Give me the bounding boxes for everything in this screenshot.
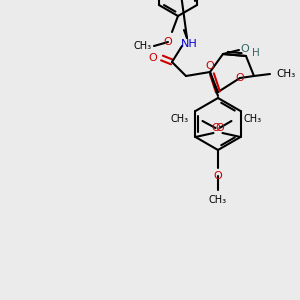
Text: CH₃: CH₃	[170, 114, 188, 124]
Text: O: O	[206, 61, 214, 71]
Text: O: O	[148, 53, 158, 63]
Text: H: H	[252, 48, 260, 58]
Text: O: O	[236, 73, 244, 83]
Text: O: O	[214, 171, 222, 181]
Text: CH₃: CH₃	[209, 195, 227, 205]
Text: NH: NH	[181, 39, 197, 49]
Text: O: O	[164, 37, 172, 47]
Text: O: O	[215, 123, 224, 133]
Text: CH₃: CH₃	[244, 114, 262, 124]
Text: CH₃: CH₃	[276, 69, 295, 79]
Text: O: O	[211, 123, 220, 133]
Text: CH₃: CH₃	[134, 41, 152, 51]
Text: O: O	[241, 44, 249, 54]
